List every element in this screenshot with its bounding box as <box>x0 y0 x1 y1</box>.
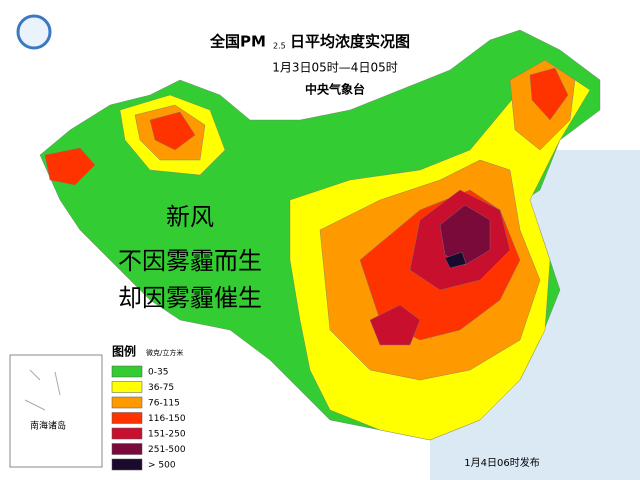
title: 日平均浓度实况图 <box>290 33 410 51</box>
pollution-region <box>369 304 421 346</box>
legend-label: 76-115 <box>148 399 180 409</box>
pollution-region <box>444 251 467 269</box>
overlay-text: 新风 <box>166 203 214 231</box>
inset-label: 南海诸岛 <box>30 420 66 432</box>
legend-swatch <box>111 412 143 424</box>
pollution-region <box>44 147 96 186</box>
logo <box>16 14 52 50</box>
title: 全国PM <box>209 33 266 51</box>
legend-label: 36-75 <box>148 383 174 393</box>
legend-swatch <box>111 458 143 471</box>
inset-coast <box>24 369 61 411</box>
legend-label: 116-150 <box>148 414 186 424</box>
legend-swatch <box>111 381 143 393</box>
pollution-region <box>149 111 196 151</box>
legend-unit: 微克/立方米 <box>146 348 183 357</box>
release-note: 1月4日06时发布 <box>464 456 539 469</box>
inset-box <box>9 354 103 468</box>
legend-label: 251-500 <box>148 445 186 455</box>
overlay-text: 却因雾霾催生 <box>118 284 262 312</box>
legend-swatch <box>111 427 143 440</box>
legend-swatch <box>111 396 143 409</box>
legend-label: > 500 <box>148 461 176 471</box>
period: 1月3日05时—4日05时 <box>272 61 397 75</box>
title-subscript: 2.5 <box>273 42 286 51</box>
legend-swatch <box>111 443 143 455</box>
legend-label: 151-250 <box>148 430 186 440</box>
legend-title: 图例 <box>112 344 136 359</box>
overlay-text: 不因雾霾而生 <box>118 247 262 275</box>
pollution-region <box>529 67 569 121</box>
legend: 图例 微克/立方米 0-35 36-75 76-115 116-150 151-250 2… <box>111 344 186 471</box>
pollution-region <box>439 204 491 266</box>
issuer: 中央气象台 <box>305 82 365 97</box>
map <box>39 29 601 441</box>
legend-label: 0-35 <box>148 368 168 378</box>
legend-swatch <box>111 365 143 378</box>
